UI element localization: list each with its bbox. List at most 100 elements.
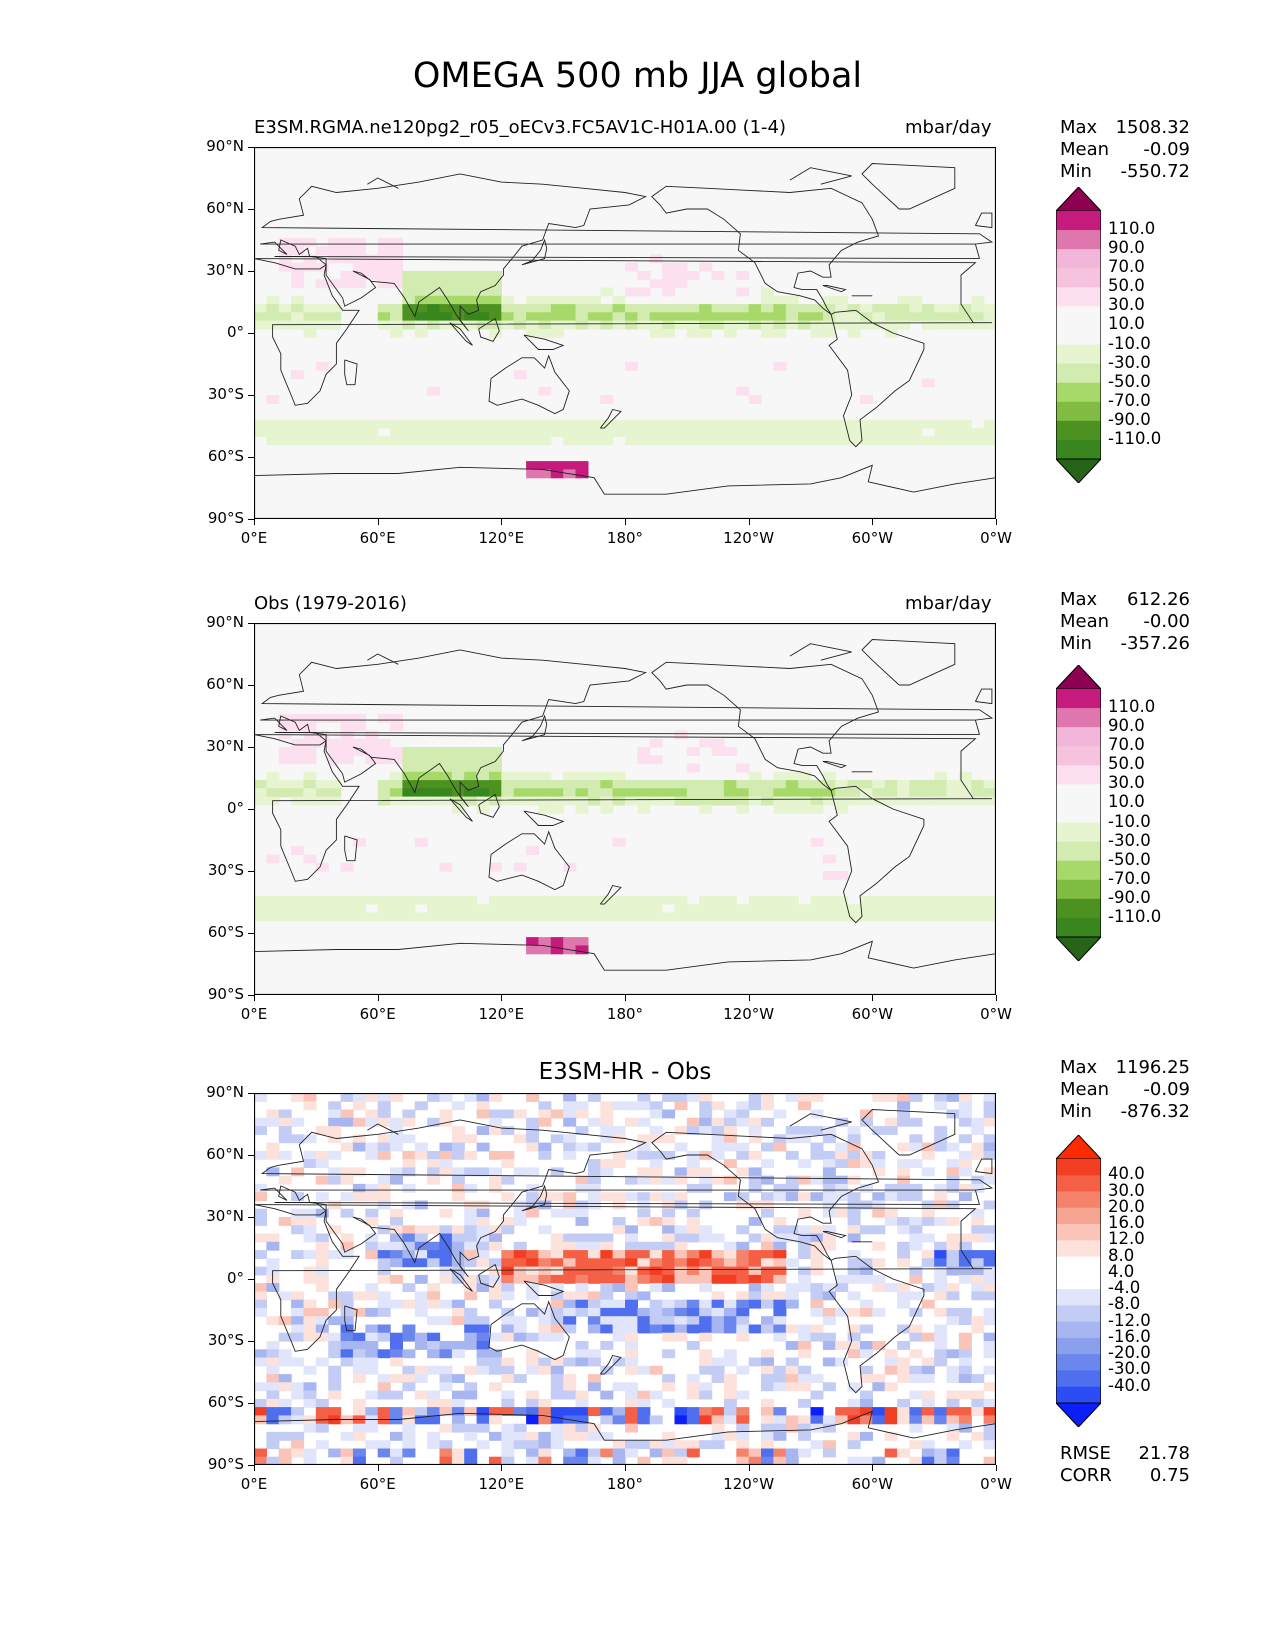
field-cell <box>958 1183 972 1193</box>
lat-tick <box>248 271 254 272</box>
field-cell <box>983 1456 996 1465</box>
field-cell <box>921 796 935 806</box>
field-cell <box>983 780 996 789</box>
colorbar-segment <box>1056 765 1101 785</box>
field-cell <box>587 1258 601 1268</box>
field-cell <box>278 1456 292 1465</box>
field-cell <box>600 1250 614 1259</box>
field-cell <box>810 1324 824 1334</box>
colorbar-label: -16.0 <box>1108 1326 1151 1346</box>
field-cell <box>526 796 540 806</box>
field-cell <box>291 1407 305 1416</box>
field-cell <box>390 1208 403 1218</box>
field-cell <box>266 854 280 864</box>
field-cell <box>328 780 342 789</box>
field-cell <box>736 904 750 913</box>
field-cell <box>365 1093 379 1102</box>
field-cell <box>612 1382 626 1392</box>
field-cell <box>587 1374 601 1383</box>
field-cell <box>402 436 416 446</box>
field-cell <box>761 1101 774 1111</box>
field-cell <box>315 1423 329 1433</box>
field-cell <box>612 1258 626 1268</box>
field-cell <box>612 1150 626 1160</box>
field-cell <box>464 1150 478 1160</box>
field-cell <box>303 304 317 313</box>
field-cell <box>785 796 799 806</box>
field-cell <box>538 1192 552 1202</box>
field-cell <box>377 1093 391 1102</box>
field-cell <box>538 780 552 789</box>
field-cell <box>847 428 861 437</box>
field-cell <box>340 1456 354 1465</box>
field-cell <box>291 419 305 429</box>
field-cell <box>785 1093 799 1102</box>
field-cell <box>909 1093 923 1102</box>
field-cell <box>872 1341 886 1350</box>
colorbar-segment <box>1056 1272 1101 1290</box>
field-cell <box>427 428 441 437</box>
field-cell <box>971 312 985 322</box>
field-cell <box>575 788 589 798</box>
field-cell <box>587 419 601 429</box>
field-cell <box>464 788 478 798</box>
lat-tick-label: 60°N <box>206 675 244 693</box>
lon-tick <box>872 995 874 1001</box>
field-cell <box>983 788 996 798</box>
field-cell <box>513 1407 527 1416</box>
field-cell <box>489 895 502 905</box>
field-cell <box>439 1093 453 1102</box>
field-cell <box>958 1233 972 1243</box>
field-cell <box>526 1192 540 1202</box>
field-cell <box>352 419 366 429</box>
field-cell <box>575 1258 589 1268</box>
field-cell <box>934 1407 948 1416</box>
field-cell <box>328 788 342 798</box>
field-cell <box>377 304 391 313</box>
field-cell <box>822 436 836 446</box>
field-cell <box>723 1126 737 1135</box>
field-cell <box>291 1316 305 1326</box>
field-cell <box>550 804 564 814</box>
field-cell <box>872 904 886 913</box>
field-cell <box>946 895 960 905</box>
coastline-segment <box>254 940 996 971</box>
field-cell <box>291 1440 305 1450</box>
field-cell <box>884 1365 898 1375</box>
field-cell <box>934 788 948 798</box>
field-cell <box>464 1291 478 1301</box>
field-cell <box>748 1299 762 1309</box>
field-cell <box>711 304 725 313</box>
field-cell <box>377 755 391 765</box>
coastline-segment <box>260 1119 994 1278</box>
field-cell <box>340 1341 354 1350</box>
field-cell <box>526 1448 540 1458</box>
field-cell <box>600 1159 614 1168</box>
field-cell <box>773 419 787 429</box>
field-cell <box>699 1183 713 1193</box>
field-cell <box>402 312 416 322</box>
field-cell <box>761 1407 774 1416</box>
field-cell <box>291 279 305 289</box>
field-cell <box>365 1407 379 1416</box>
field-cell <box>711 1233 725 1243</box>
field-cell <box>278 1382 292 1392</box>
field-cell <box>352 904 366 913</box>
field-cell <box>785 320 799 330</box>
field-cell <box>291 1291 305 1301</box>
lat-tick <box>248 1279 254 1280</box>
field-cell <box>352 246 366 256</box>
field-cell <box>625 912 638 922</box>
field-cell <box>761 1365 774 1375</box>
lon-tick-label: 60°E <box>359 1005 396 1023</box>
field-cell <box>303 1365 317 1375</box>
field-cell <box>699 436 713 446</box>
field-cell <box>711 1291 725 1301</box>
field-cell <box>822 1423 836 1433</box>
field-cell <box>723 1175 737 1185</box>
field-cell <box>748 1291 762 1301</box>
field-cell <box>575 436 589 446</box>
field-cell <box>810 1233 824 1243</box>
field-cell <box>761 1316 774 1326</box>
field-cell <box>464 1250 478 1259</box>
